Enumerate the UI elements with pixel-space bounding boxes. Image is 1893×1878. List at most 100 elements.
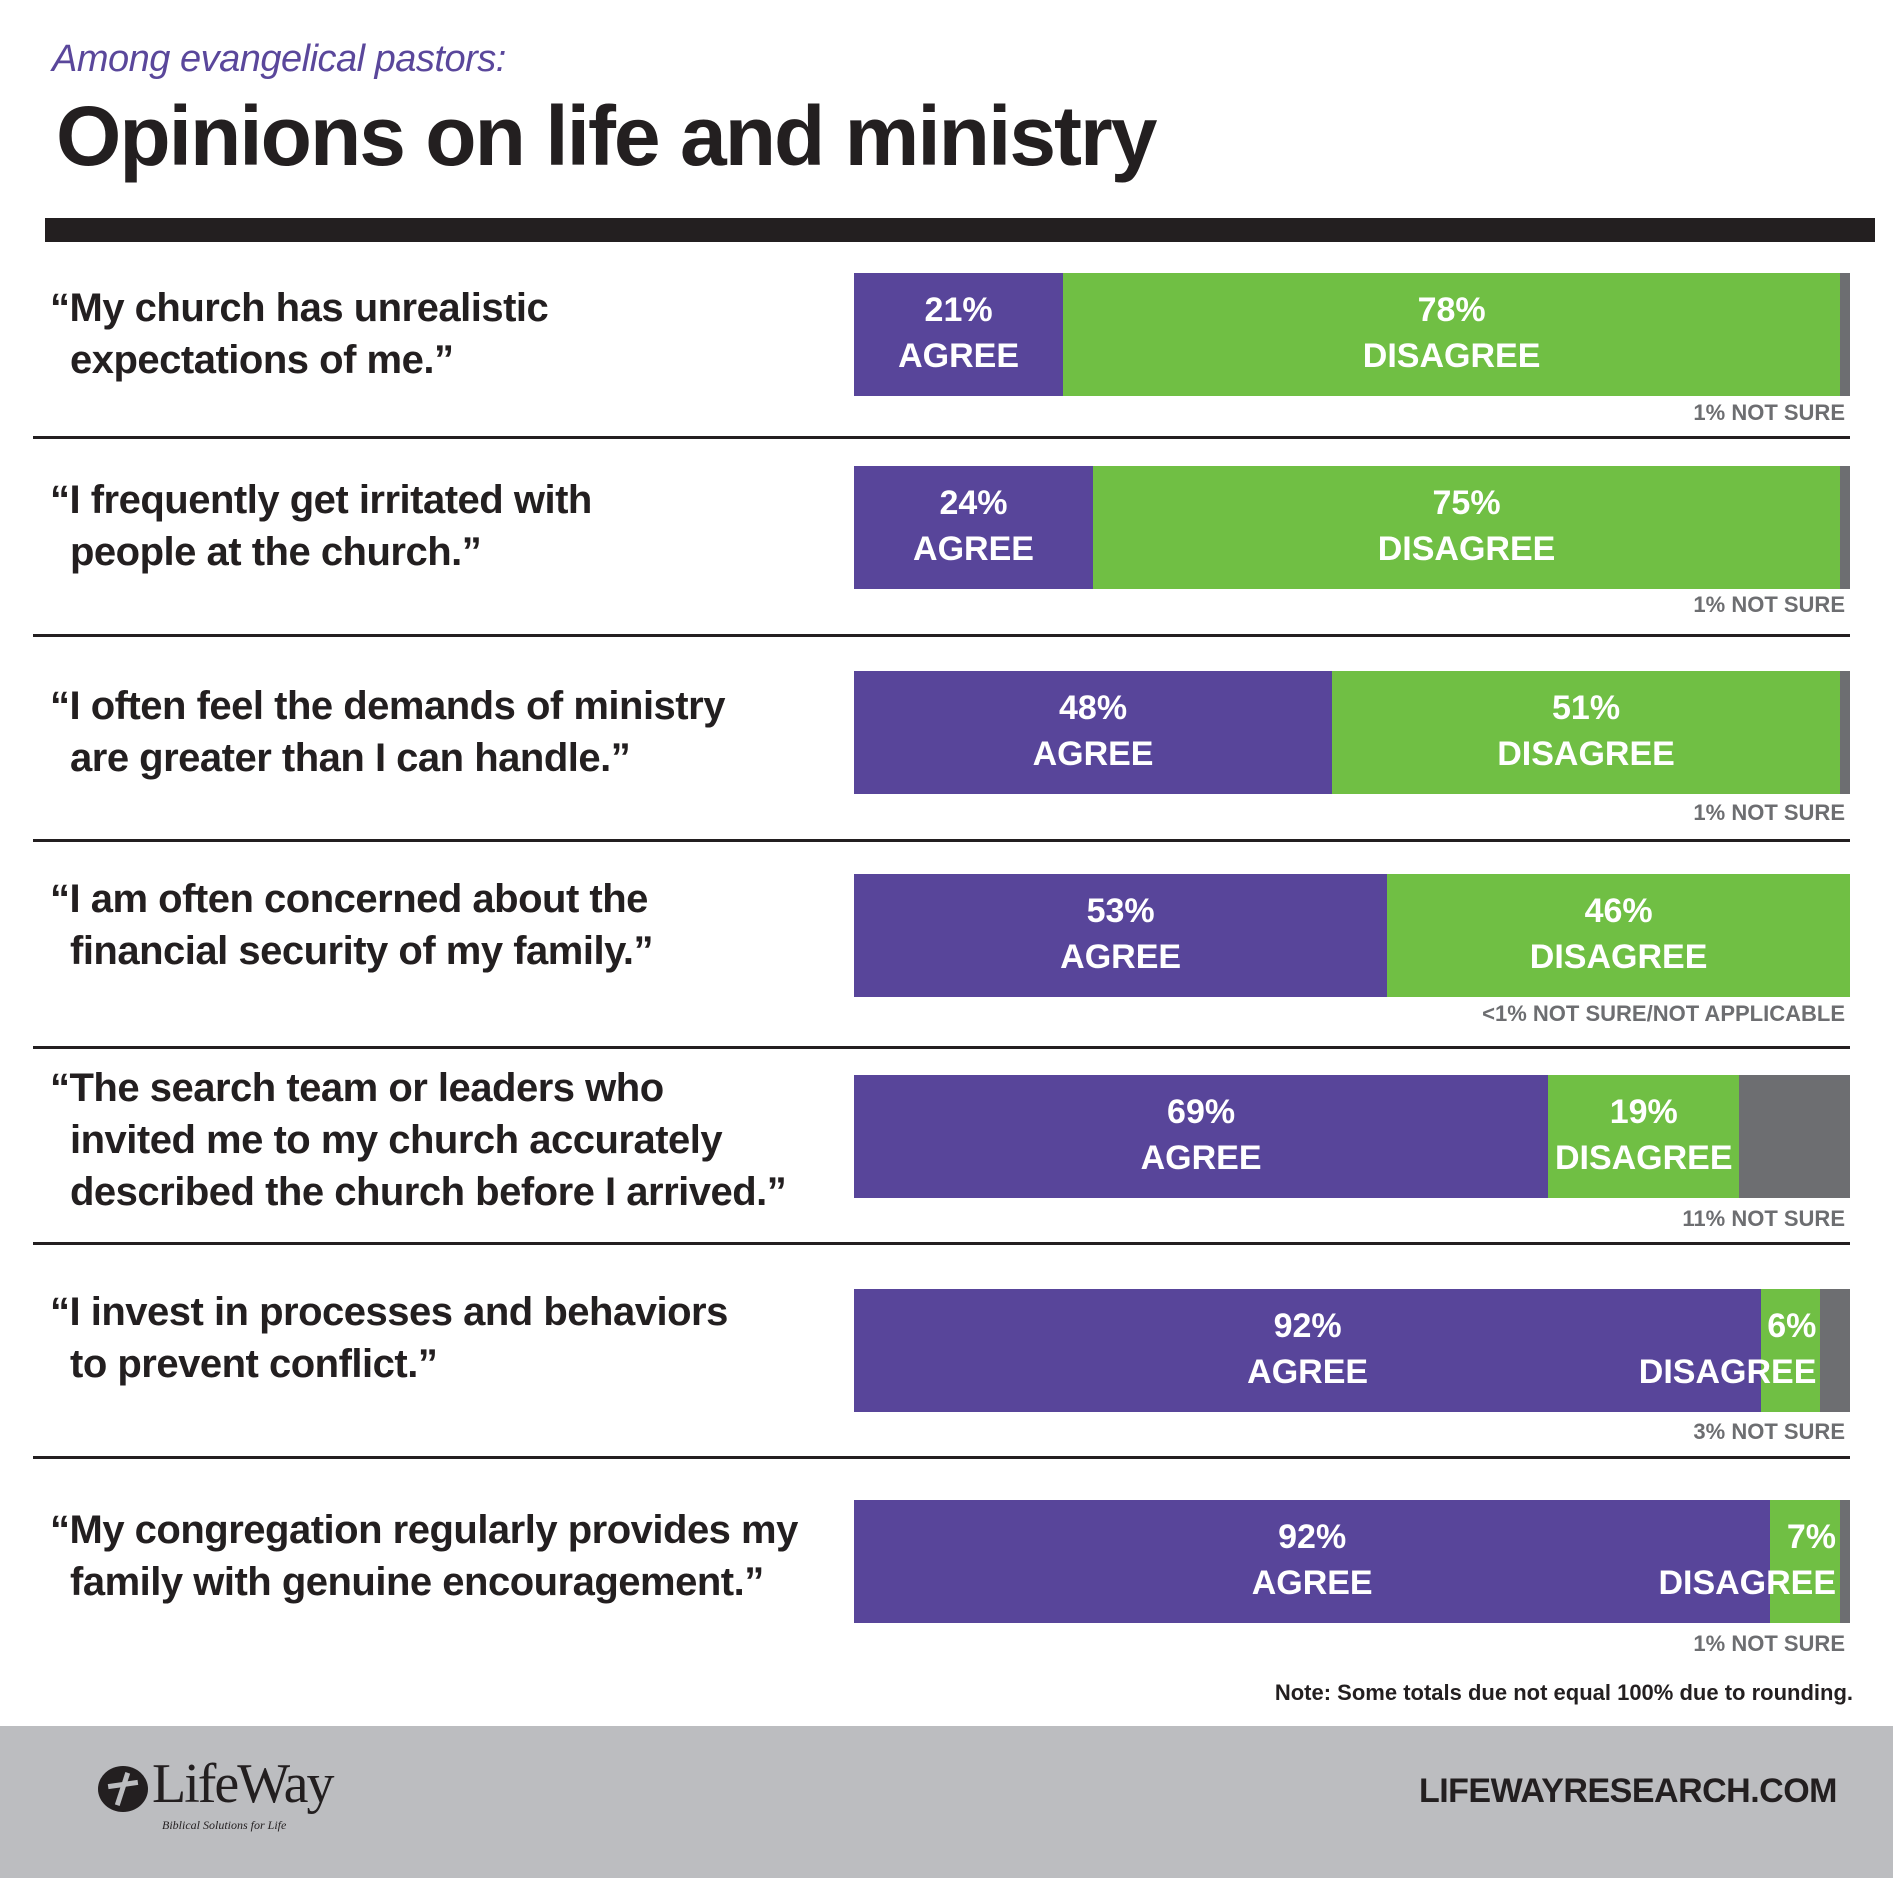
not-sure-note: 1% NOT SURE xyxy=(1693,592,1845,617)
not-sure-note: 3% NOT SURE xyxy=(1693,1419,1845,1444)
statement-line: invited me to my church accurately xyxy=(70,1118,723,1162)
agree-label-text: AGREE xyxy=(1247,1353,1369,1391)
disagree-data-label: 51% DISAGREE xyxy=(1332,685,1840,777)
row-divider xyxy=(33,436,1850,439)
stacked-bar: 92% AGREE 7% DISAGREE xyxy=(854,1500,1850,1623)
agree-percent: 21% xyxy=(924,291,993,329)
logo-wordmark: LifeWay xyxy=(152,1753,334,1815)
agree-percent: 24% xyxy=(939,484,1008,522)
disagree-data-label: 78% DISAGREE xyxy=(1063,287,1840,379)
disagree-data-label: 7% DISAGREE xyxy=(1658,1514,1836,1606)
not-sure-note: 1% NOT SURE xyxy=(1693,400,1845,425)
agree-data-label: 24% AGREE xyxy=(854,480,1093,572)
statement-line: “I frequently get irritated with xyxy=(50,478,592,522)
statement-quote: “I frequently get irritated with people a… xyxy=(50,474,840,578)
disagree-segment: 51% DISAGREE xyxy=(1332,671,1841,794)
lifeway-logo[interactable]: LifeWay Biblical Solutions for Life xyxy=(98,1756,358,1842)
statement-line: to prevent conflict.” xyxy=(70,1342,438,1386)
statement-line: family with genuine encouragement.” xyxy=(70,1560,764,1604)
agree-data-label: 69% AGREE xyxy=(854,1089,1548,1181)
agree-segment: 92% AGREE xyxy=(854,1289,1762,1412)
disagree-percent: 78% xyxy=(1417,291,1486,329)
title-rule xyxy=(45,218,1875,242)
stacked-bar: 24% AGREE 75% DISAGREE xyxy=(854,466,1850,589)
disagree-segment: 7% DISAGREE xyxy=(1658,1500,1841,1623)
agree-percent: 48% xyxy=(1059,689,1128,727)
disagree-segment: 6% DISAGREE xyxy=(1639,1289,1821,1412)
statement-line: “I am often concerned about the xyxy=(50,877,648,921)
disagree-percent: 6% xyxy=(1767,1307,1817,1345)
statement-line: expectations of me.” xyxy=(70,338,454,382)
disagree-label-text: DISAGREE xyxy=(1497,735,1675,773)
not-sure-segment xyxy=(1820,1289,1850,1412)
statement-line: “I invest in processes and behaviors xyxy=(50,1290,728,1334)
stacked-bar: 21% AGREE 78% DISAGREE xyxy=(854,273,1850,396)
disagree-segment: 78% DISAGREE xyxy=(1063,273,1841,396)
not-sure-note: <1% NOT SURE/NOT APPLICABLE xyxy=(1482,1001,1845,1026)
not-sure-note: 11% NOT SURE xyxy=(1682,1206,1845,1231)
statement-line: “My church has unrealistic xyxy=(50,286,549,330)
agree-data-label: 21% AGREE xyxy=(854,287,1063,379)
site-url-link[interactable]: LIFEWAYRESEARCH.COM xyxy=(1418,1772,1838,1810)
logo-tagline: Biblical Solutions for Life xyxy=(162,1818,287,1832)
disagree-label-text: DISAGREE xyxy=(1377,530,1556,568)
agree-segment: 53% AGREE xyxy=(854,874,1388,997)
not-sure-segment xyxy=(1840,273,1850,396)
disagree-segment: 46% DISAGREE xyxy=(1387,874,1850,997)
disagree-percent: 46% xyxy=(1584,892,1653,930)
agree-label-text: AGREE xyxy=(1060,938,1182,976)
chart-subtitle: Among evangelical pastors: xyxy=(52,38,506,80)
statement-line: “The search team or leaders who xyxy=(50,1066,664,1110)
not-sure-note: 1% NOT SURE xyxy=(1693,800,1845,825)
disagree-label-text: DISAGREE xyxy=(1362,337,1541,375)
statement-line: “I often feel the demands of ministry xyxy=(50,684,725,728)
disagree-percent: 51% xyxy=(1552,689,1621,727)
agree-percent: 92% xyxy=(1278,1518,1347,1556)
agree-segment: 24% AGREE xyxy=(854,466,1094,589)
agree-segment: 21% AGREE xyxy=(854,273,1064,396)
agree-label-text: AGREE xyxy=(1032,735,1154,773)
disagree-data-label: 46% DISAGREE xyxy=(1387,888,1850,980)
stacked-bar: 48% AGREE 51% DISAGREE xyxy=(854,671,1850,794)
statement-line: people at the church.” xyxy=(70,530,482,574)
disagree-percent: 75% xyxy=(1432,484,1501,522)
lifeway-cross-icon xyxy=(98,1766,148,1812)
agree-data-label: 92% AGREE xyxy=(854,1514,1770,1606)
agree-data-label: 48% AGREE xyxy=(854,685,1332,777)
row-divider xyxy=(33,1242,1850,1245)
not-sure-segment xyxy=(1840,671,1850,794)
not-sure-segment xyxy=(1840,1500,1850,1623)
agree-data-label: 92% AGREE xyxy=(854,1303,1761,1395)
disagree-data-label: 75% DISAGREE xyxy=(1093,480,1840,572)
not-sure-segment xyxy=(1739,1075,1850,1198)
agree-percent: 53% xyxy=(1086,892,1155,930)
statement-quote: “My church has unrealistic expectations o… xyxy=(50,282,840,386)
agree-segment: 48% AGREE xyxy=(854,671,1333,794)
disagree-segment: 75% DISAGREE xyxy=(1093,466,1841,589)
row-divider xyxy=(33,1046,1850,1049)
statement-quote: “I am often concerned about the financial… xyxy=(50,873,840,977)
statement-quote: “I often feel the demands of ministry are… xyxy=(50,680,840,784)
agree-label-text: AGREE xyxy=(1251,1564,1373,1602)
rounding-footnote: Note: Some totals due not equal 100% due… xyxy=(1274,1680,1853,1705)
row-divider xyxy=(33,839,1850,842)
disagree-label-text: DISAGREE xyxy=(1554,1139,1733,1177)
chart-title: Opinions on life and ministry xyxy=(56,89,1157,183)
disagree-percent: 19% xyxy=(1609,1093,1678,1131)
agree-label-text: AGREE xyxy=(898,337,1020,375)
stacked-bar: 53% AGREE 46% DISAGREE xyxy=(854,874,1850,997)
statement-line: “My congregation regularly provides my xyxy=(50,1508,798,1552)
agree-label-text: AGREE xyxy=(913,530,1034,568)
agree-segment: 69% AGREE xyxy=(854,1075,1549,1198)
agree-data-label: 53% AGREE xyxy=(854,888,1387,980)
not-sure-note: 1% NOT SURE xyxy=(1693,1631,1845,1656)
disagree-percent: 7% xyxy=(1786,1518,1837,1556)
disagree-data-label: 6% DISAGREE xyxy=(1639,1303,1817,1395)
agree-label-text: AGREE xyxy=(1140,1139,1262,1177)
stacked-bar: 92% AGREE 6% DISAGREE xyxy=(854,1289,1850,1412)
statement-line: are greater than I can handle.” xyxy=(70,736,631,780)
agree-percent: 69% xyxy=(1167,1093,1236,1131)
row-divider xyxy=(33,1456,1850,1459)
disagree-label-text: DISAGREE xyxy=(1638,1353,1817,1391)
footer-band xyxy=(0,1726,1893,1878)
